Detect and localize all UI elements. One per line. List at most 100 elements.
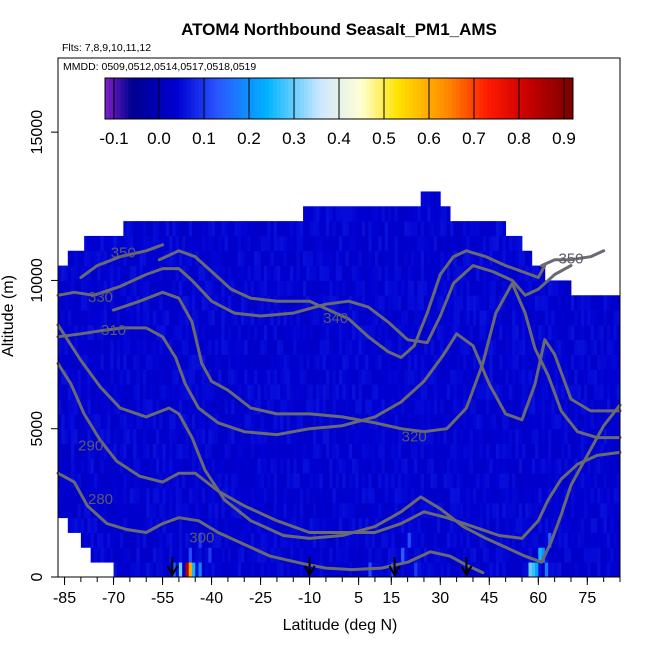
heatmap-cell <box>466 310 471 326</box>
heatmap-cell <box>365 399 369 415</box>
heatmap-cell <box>404 428 409 444</box>
heatmap-cell <box>325 339 330 355</box>
heatmap-cell <box>93 310 98 326</box>
heatmap-cell <box>159 354 163 370</box>
heatmap-cell <box>551 354 556 370</box>
heatmap-cell <box>603 547 608 563</box>
heatmap-cell <box>247 369 252 385</box>
heatmap-cell <box>358 488 363 504</box>
heatmap-cell <box>394 280 399 296</box>
heatmap-cell <box>293 235 297 252</box>
heatmap-cell <box>397 354 402 370</box>
heatmap-cell <box>185 413 190 430</box>
heatmap-cell <box>584 339 588 355</box>
heatmap-cell <box>528 295 533 311</box>
heatmap-cell <box>446 369 451 385</box>
heatmap-cell <box>407 369 412 385</box>
heatmap-cell <box>482 428 487 444</box>
heatmap-cell <box>110 413 114 430</box>
heatmap-cell <box>309 399 314 415</box>
heatmap-cell <box>440 413 444 430</box>
heatmap-cell <box>71 280 75 296</box>
heatmap-cell <box>587 532 591 548</box>
heatmap-cell <box>521 369 526 385</box>
heatmap-cell <box>427 324 431 341</box>
heatmap-cell <box>476 324 480 341</box>
heatmap-cell <box>593 517 598 533</box>
heatmap-cell <box>152 339 157 355</box>
heatmap-cell <box>87 488 92 504</box>
heatmap-cell <box>548 384 552 400</box>
heatmap-cell <box>162 280 167 296</box>
heatmap-cell <box>185 339 190 355</box>
heatmap-cell <box>254 473 258 489</box>
heatmap-cell <box>231 369 235 385</box>
heatmap-cell <box>528 399 533 415</box>
heatmap-cell <box>479 250 484 266</box>
colorbar-segment <box>179 78 184 119</box>
heatmap-cell <box>316 310 320 326</box>
heatmap-cell <box>58 295 62 311</box>
heatmap-cell <box>191 517 196 533</box>
heatmap-cell <box>120 369 124 385</box>
heatmap-cell <box>417 384 422 400</box>
heatmap-cell <box>388 502 392 519</box>
heatmap-cell <box>365 324 369 341</box>
heatmap-cell <box>335 473 340 489</box>
heatmap-cell <box>306 547 310 563</box>
heatmap-cell <box>593 399 598 415</box>
heatmap-cell <box>93 399 98 415</box>
heatmap-cell <box>371 295 376 311</box>
heatmap-cell <box>90 295 95 311</box>
heatmap-cell <box>257 310 261 326</box>
heatmap-cell <box>587 324 591 341</box>
heatmap-cell <box>437 206 441 222</box>
heatmap-cell <box>339 310 343 326</box>
heatmap-cell <box>355 532 360 548</box>
heatmap-cell <box>159 562 163 578</box>
heatmap-cell <box>443 413 448 430</box>
heatmap-cell <box>518 502 523 519</box>
heatmap-cell <box>136 221 141 237</box>
heatmap-cell <box>113 399 118 415</box>
heatmap-cell <box>208 324 212 341</box>
heatmap-cell <box>84 280 88 296</box>
heatmap-cell <box>352 369 356 385</box>
heatmap-cell <box>276 502 281 519</box>
heatmap-cell <box>97 413 101 430</box>
heatmap-cell <box>234 369 239 385</box>
heatmap-cell <box>368 265 373 281</box>
heatmap-cell <box>165 517 170 533</box>
heatmap-cell <box>610 547 614 563</box>
heatmap-cell <box>446 443 451 459</box>
heatmap-cell <box>182 310 186 326</box>
heatmap-cell <box>430 517 435 533</box>
heatmap-cell <box>185 532 190 548</box>
heatmap-cell <box>492 428 497 444</box>
heatmap-cell <box>306 280 310 296</box>
heatmap-cell <box>352 354 356 370</box>
heatmap-cell <box>156 295 160 311</box>
heatmap-cell <box>590 339 595 355</box>
heatmap-cell <box>136 384 141 400</box>
heatmap-cell <box>205 339 209 355</box>
heatmap-cell <box>404 250 409 266</box>
heatmap-cell <box>126 399 131 415</box>
heatmap-cell <box>162 295 167 311</box>
heatmap-cell <box>280 399 284 415</box>
heatmap-cell <box>120 265 124 281</box>
heatmap-cell <box>564 280 569 296</box>
heatmap-cell <box>479 488 484 504</box>
heatmap-cell <box>77 250 82 266</box>
heatmap-cell <box>237 562 242 578</box>
heatmap-cell <box>610 532 614 548</box>
heatmap-cell <box>185 250 190 266</box>
heatmap-cell <box>146 250 150 266</box>
heatmap-cell <box>469 458 474 474</box>
heatmap-cell <box>430 191 435 207</box>
heatmap-cell <box>430 443 435 459</box>
heatmap-cell <box>381 399 386 415</box>
heatmap-cell <box>309 280 314 296</box>
heatmap-cell <box>227 488 232 504</box>
heatmap-cell <box>77 413 82 430</box>
